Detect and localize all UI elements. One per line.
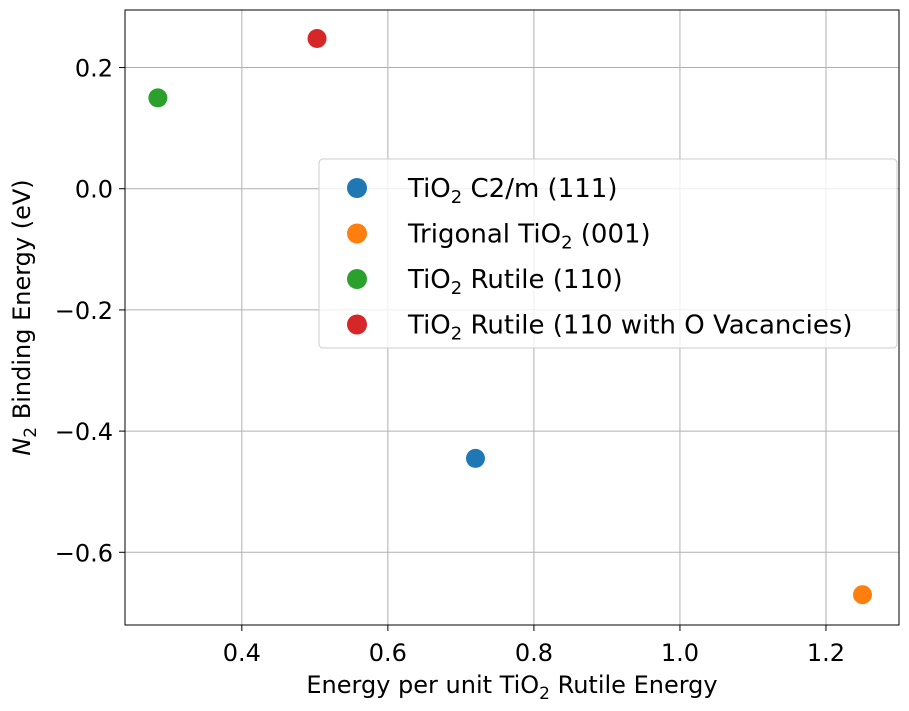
- y-tick-label: 0.0: [75, 176, 113, 204]
- data-point: [307, 28, 327, 48]
- legend-marker: [347, 269, 367, 289]
- legend: TiO2 C2/m (111) Trigonal TiO2 (001) TiO2 R…: [318, 158, 898, 349]
- y-axis-label-post: Binding Energy (eV): [8, 179, 36, 427]
- data-point: [465, 448, 485, 468]
- x-axis-label-sub: 2: [539, 684, 550, 704]
- legend-items: TiO2 C2/m (111) Trigonal TiO2 (001) TiO2 R…: [347, 174, 853, 345]
- x-tick-label: 1.2: [807, 639, 845, 667]
- x-axis-label-post: Rutile Energy: [550, 671, 718, 699]
- y-axis-label: N2 Binding Energy (eV): [8, 179, 41, 455]
- x-axis-label-pre: Energy per unit TiO: [306, 671, 539, 699]
- data-point: [148, 88, 168, 108]
- x-axis-ticks: 0.4 0.6 0.8 1.0 1.2: [223, 625, 845, 667]
- data-point: [852, 585, 872, 605]
- plot-frame: [124, 9, 900, 626]
- legend-marker: [347, 223, 367, 244]
- legend-marker: [347, 178, 367, 198]
- legend-label: TiO2 C2/m (111): [407, 174, 617, 208]
- legend-marker: [347, 314, 367, 335]
- x-tick-label: 0.6: [369, 639, 407, 667]
- y-tick-label: −0.4: [55, 418, 113, 446]
- y-axis-label-italic: N: [8, 438, 36, 456]
- legend-label: Trigonal TiO2 (001): [407, 220, 651, 254]
- data-points: [148, 28, 872, 605]
- y-axis-label-sub: 2: [21, 427, 41, 438]
- y-tick-label: 0.2: [75, 55, 113, 83]
- legend-label: TiO2 Rutile (110 with O Vacancies): [407, 311, 853, 345]
- y-axis-ticks: 0.2 0.0 −0.2 −0.4 −0.6: [55, 55, 125, 567]
- legend-box: [318, 158, 898, 349]
- x-axis-label: Energy per unit TiO2 Rutile Energy: [306, 671, 717, 704]
- x-tick-label: 0.4: [223, 639, 261, 667]
- x-tick-label: 1.0: [661, 639, 699, 667]
- y-tick-label: −0.2: [55, 297, 113, 325]
- y-tick-label: −0.6: [55, 539, 113, 567]
- legend-label: TiO2 Rutile (110): [407, 265, 623, 299]
- x-tick-label: 0.8: [515, 639, 553, 667]
